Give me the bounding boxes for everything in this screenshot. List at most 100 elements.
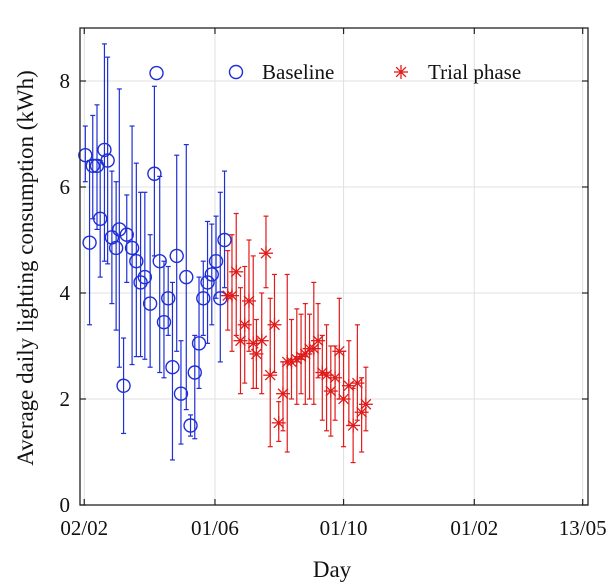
data-point-asterisk [241,293,256,308]
error-bar [101,43,107,262]
data-point-asterisk [354,405,369,420]
data-point-circle [183,418,198,433]
error-bars [82,43,369,464]
error-bar [151,85,157,257]
data-point-circle [116,378,131,393]
data-point-asterisk [294,349,309,364]
error-bar [169,281,175,461]
data-point-circle [78,147,93,163]
data-point-asterisk [275,386,290,401]
axis-ticks: 0 2 4 6 8 02/02 01/06 01/10 01/02 13/05 [60,28,607,540]
x-tick-label: 01/02 [450,516,498,540]
data-point-circle [100,153,115,168]
error-bar [183,144,189,411]
asterisk-stroke [360,398,372,410]
error-bar [222,170,228,289]
asterisk-stroke [235,335,246,347]
data-point-asterisk [233,333,248,348]
legend-entry: Baseline [228,60,334,84]
asterisk-stroke [325,385,337,397]
y-tick-label: 0 [60,493,71,517]
asterisk-stroke [316,367,328,378]
data-point-circle [196,291,211,306]
data-point-asterisk [346,418,361,433]
error-bar [82,125,88,183]
data-point-circle [204,267,219,282]
data-point-asterisk [306,341,321,356]
data-point-circle [129,254,144,269]
error-bar [94,104,100,230]
error-bar [250,255,256,389]
error-bar [87,159,93,326]
data-point-asterisk [341,378,356,393]
error-bar [142,191,148,360]
data-point-asterisk [336,392,351,406]
x-tick-label: 13/05 [559,516,607,540]
data-point-circle [217,232,232,248]
data-point-asterisk [323,384,338,399]
asterisk-stroke [333,345,345,357]
error-bar [196,276,202,389]
data-point-asterisk [229,264,244,279]
x-tick-label: 01/06 [191,516,239,540]
asterisk-stroke [347,420,359,431]
error-bar [138,191,144,358]
y-tick-label: 6 [60,175,71,199]
data-point-asterisk [258,246,273,261]
error-bar [205,220,211,344]
error-bar [217,191,223,363]
data-point-circle [112,222,127,237]
asterisk-stroke [338,393,349,405]
asterisk-stroke [351,377,363,389]
legend: Baseline Trial phase [228,60,521,84]
data-point-asterisk [249,346,264,361]
error-bar [133,162,139,358]
y-tick-label: 4 [60,281,71,305]
data-point-asterisk [237,317,252,332]
data-point-circle [108,240,124,256]
data-point-circle [187,365,202,380]
error-bar [90,114,96,220]
error-bar [188,414,194,437]
data-point-circle [213,291,228,306]
asterisk-stroke [243,295,255,307]
error-bar [124,194,130,283]
asterisk-stroke [299,348,311,360]
legend-entry: Trial phase [394,60,521,84]
data-point-circle [119,227,134,242]
data-point-asterisk [332,344,347,359]
data-point-asterisk [311,333,326,348]
error-bar [354,324,360,421]
asterisk-stroke [308,343,320,355]
error-bar [121,337,127,435]
data-point-asterisk [267,317,282,332]
legend-marker-circle [228,64,244,80]
data-point-circle [173,386,189,401]
error-bar [200,260,206,336]
data-point-circle [82,235,97,250]
error-bar [213,215,219,299]
error-bar [129,125,135,366]
data-markers [78,65,373,433]
error-bar [113,181,119,331]
error-bar [116,88,122,368]
data-point-asterisk [224,288,239,303]
y-axis-label: Average daily lighting consumption (kWh) [13,70,38,466]
error-bar [157,175,163,374]
data-point-asterisk [246,336,261,351]
asterisk-stroke [321,369,332,381]
data-point-asterisk [350,376,365,391]
data-point-circle [200,275,215,290]
x-tick-label: 02/02 [60,516,108,540]
data-point-circle [137,269,153,285]
legend-label: Baseline [262,60,334,84]
data-point-asterisk [263,368,278,383]
asterisk-stroke [230,266,242,278]
error-bar [307,313,313,400]
asterisk-stroke [264,369,276,381]
data-point-circle [169,248,184,264]
data-point-circle [97,142,112,158]
error-bar [105,56,111,265]
data-point-circle [124,240,140,256]
